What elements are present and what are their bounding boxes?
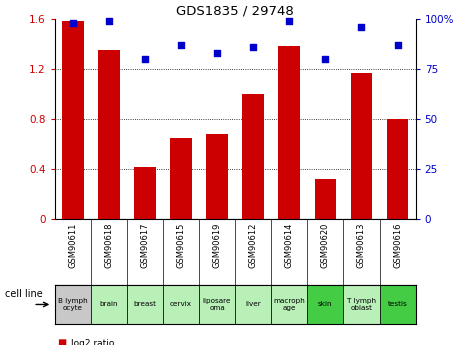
Text: skin: skin [318, 302, 332, 307]
Bar [278, 47, 300, 219]
Text: GSM90616: GSM90616 [393, 222, 402, 268]
Bar [98, 50, 120, 219]
Point [141, 56, 149, 62]
Bar [351, 73, 372, 219]
Bar [271, 285, 307, 324]
Point [177, 42, 185, 48]
Bar [380, 285, 416, 324]
Text: GSM90617: GSM90617 [141, 222, 149, 268]
Point [105, 18, 113, 24]
Bar [91, 285, 127, 324]
Bar [55, 285, 91, 324]
Point [285, 18, 293, 24]
Bar [134, 167, 156, 219]
Text: GSM90614: GSM90614 [285, 222, 294, 268]
Bar [163, 285, 199, 324]
Bar [127, 285, 163, 324]
Text: cell line: cell line [5, 289, 42, 299]
Text: GSM90619: GSM90619 [213, 222, 221, 268]
Text: GSM90612: GSM90612 [249, 222, 257, 268]
Text: cervix: cervix [170, 302, 192, 307]
Text: T lymph
oblast: T lymph oblast [347, 298, 376, 311]
Bar [206, 134, 228, 219]
Text: GSM90615: GSM90615 [177, 222, 185, 268]
Bar [199, 285, 235, 324]
Text: liposare
oma: liposare oma [203, 298, 231, 311]
Point [394, 42, 401, 48]
Text: macroph
age: macroph age [274, 298, 305, 311]
Text: log2 ratio: log2 ratio [71, 339, 114, 345]
Point [358, 24, 365, 30]
Text: B lymph
ocyte: B lymph ocyte [58, 298, 87, 311]
Text: breast: breast [133, 302, 156, 307]
Bar [170, 138, 192, 219]
Text: ■: ■ [57, 338, 66, 345]
Bar [387, 119, 408, 219]
Text: GSM90618: GSM90618 [104, 222, 113, 268]
Point [249, 44, 257, 50]
Text: liver: liver [245, 302, 261, 307]
Text: brain: brain [100, 302, 118, 307]
Bar [242, 94, 264, 219]
Title: GDS1835 / 29748: GDS1835 / 29748 [176, 5, 294, 18]
Text: testis: testis [388, 302, 408, 307]
Point [322, 56, 329, 62]
Point [213, 50, 221, 56]
Bar [307, 285, 343, 324]
Text: GSM90620: GSM90620 [321, 222, 330, 268]
Bar [343, 285, 380, 324]
Point [69, 20, 76, 26]
Bar [314, 179, 336, 219]
Text: GSM90611: GSM90611 [68, 222, 77, 268]
Bar [62, 21, 84, 219]
Bar [235, 285, 271, 324]
Text: GSM90613: GSM90613 [357, 222, 366, 268]
